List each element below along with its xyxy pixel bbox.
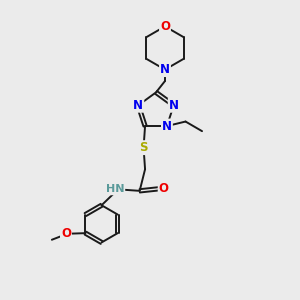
- Text: O: O: [61, 227, 71, 240]
- Text: N: N: [160, 63, 170, 76]
- Text: N: N: [169, 99, 179, 112]
- Text: HN: HN: [106, 184, 124, 194]
- Text: N: N: [133, 99, 143, 112]
- Text: O: O: [159, 182, 169, 195]
- Text: N: N: [162, 119, 172, 133]
- Text: O: O: [160, 20, 170, 33]
- Text: S: S: [139, 141, 148, 154]
